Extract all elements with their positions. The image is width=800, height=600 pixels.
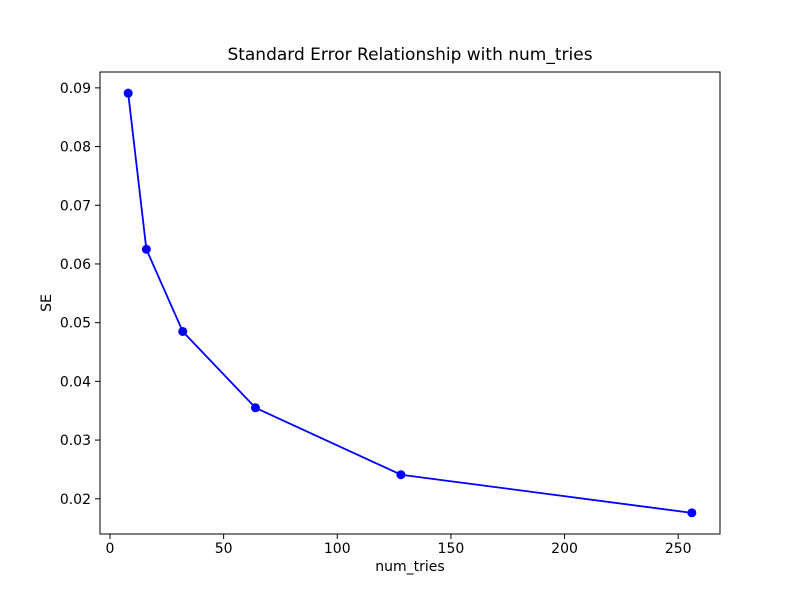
y-axis-label: SE: [39, 294, 55, 312]
y-tick-label: 0.04: [60, 374, 91, 390]
data-point: [396, 470, 406, 480]
y-tick-label: 0.09: [60, 81, 91, 97]
y-tick-label: 0.02: [60, 492, 91, 508]
y-tick-label: 0.06: [60, 257, 91, 273]
y-tick-label: 0.07: [60, 198, 91, 214]
y-tick-label: 0.08: [60, 140, 91, 156]
x-tick-label: 250: [665, 541, 692, 557]
y-tick-label: 0.05: [60, 316, 91, 332]
x-tick-label: 150: [438, 541, 465, 557]
data-point: [141, 244, 151, 254]
data-point: [687, 508, 697, 518]
data-point: [178, 326, 188, 336]
x-tick-label: 100: [324, 541, 351, 557]
x-tick-label: 200: [551, 541, 578, 557]
data-point: [250, 403, 260, 413]
x-axis-label: num_tries: [375, 559, 445, 575]
y-tick-label: 0.03: [60, 433, 91, 449]
plot-border: [99, 71, 721, 535]
x-tick-label: 0: [106, 541, 115, 557]
chart-title: Standard Error Relationship with num_tri…: [227, 45, 593, 65]
x-tick-label: 50: [215, 541, 233, 557]
data-line: [127, 92, 693, 514]
data-point: [123, 88, 133, 98]
